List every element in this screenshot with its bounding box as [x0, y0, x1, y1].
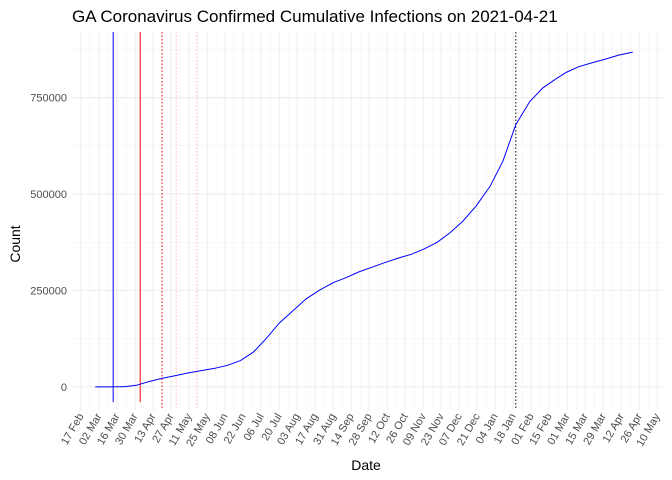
- y-tick-label: 0: [61, 382, 67, 394]
- series-layer: [95, 51, 633, 388]
- x-axis-title: Date: [351, 457, 381, 473]
- reference-lines: [112, 32, 517, 410]
- y-axis-ticks: 0 250000 500000 750000: [30, 93, 67, 394]
- series-line-1: [95, 51, 633, 388]
- grid: [72, 32, 665, 410]
- y-tick-label: 750000: [30, 93, 67, 105]
- y-tick-label: 500000: [30, 189, 67, 201]
- y-axis-title: Count: [7, 225, 23, 262]
- chart-title: GA Coronavirus Confirmed Cumulative Infe…: [72, 7, 558, 26]
- y-tick-label: 250000: [30, 285, 67, 297]
